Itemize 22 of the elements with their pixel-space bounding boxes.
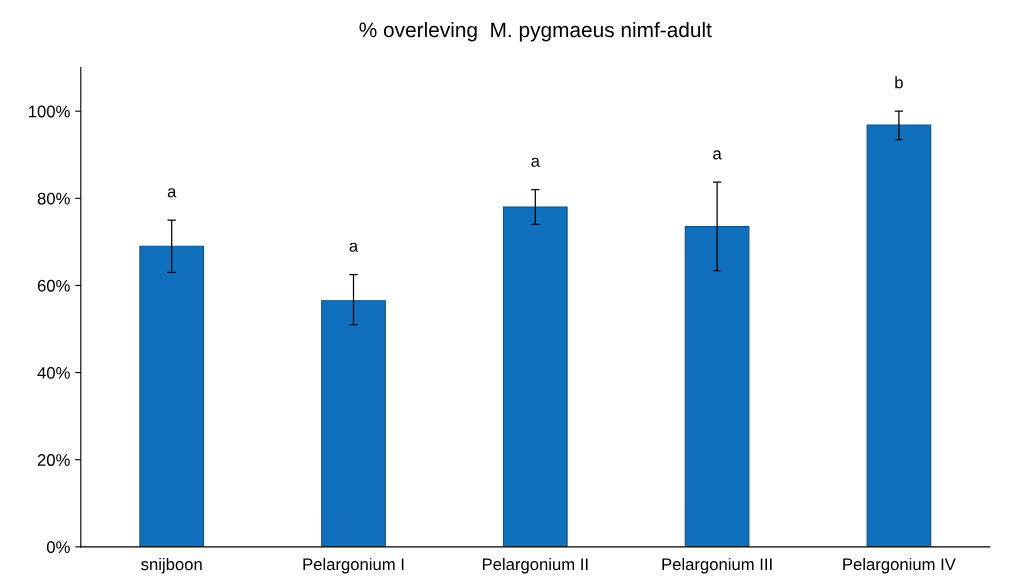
annotation: a xyxy=(167,188,177,198)
annotation: a xyxy=(531,157,540,167)
x-tick-label: Pelargonium I xyxy=(303,557,404,574)
x-tick-label: Pelargonium IV xyxy=(843,557,956,574)
annotation: b xyxy=(895,76,903,89)
bar xyxy=(502,206,568,547)
x-tick-label: Pelargonium II xyxy=(482,557,588,574)
y-tick-label: 20% xyxy=(37,454,70,466)
annotation: a xyxy=(349,242,359,252)
chart-title: % overleving M. pygmaeus nimf-adult xyxy=(359,21,712,42)
annotation: a xyxy=(713,150,722,160)
x-tick-label: snijboon xyxy=(141,557,202,574)
bar xyxy=(139,245,205,547)
y-tick-label: 0% xyxy=(46,541,70,554)
y-tick-label: 40% xyxy=(37,366,70,379)
y-tick-label: 80% xyxy=(37,192,70,205)
bar xyxy=(321,300,386,547)
y-tick-label: 60% xyxy=(37,279,70,292)
bar xyxy=(684,226,750,547)
x-tick-label: Pelargonium III xyxy=(662,557,772,574)
y-tick-label: 100% xyxy=(29,105,70,118)
bar xyxy=(866,124,932,547)
